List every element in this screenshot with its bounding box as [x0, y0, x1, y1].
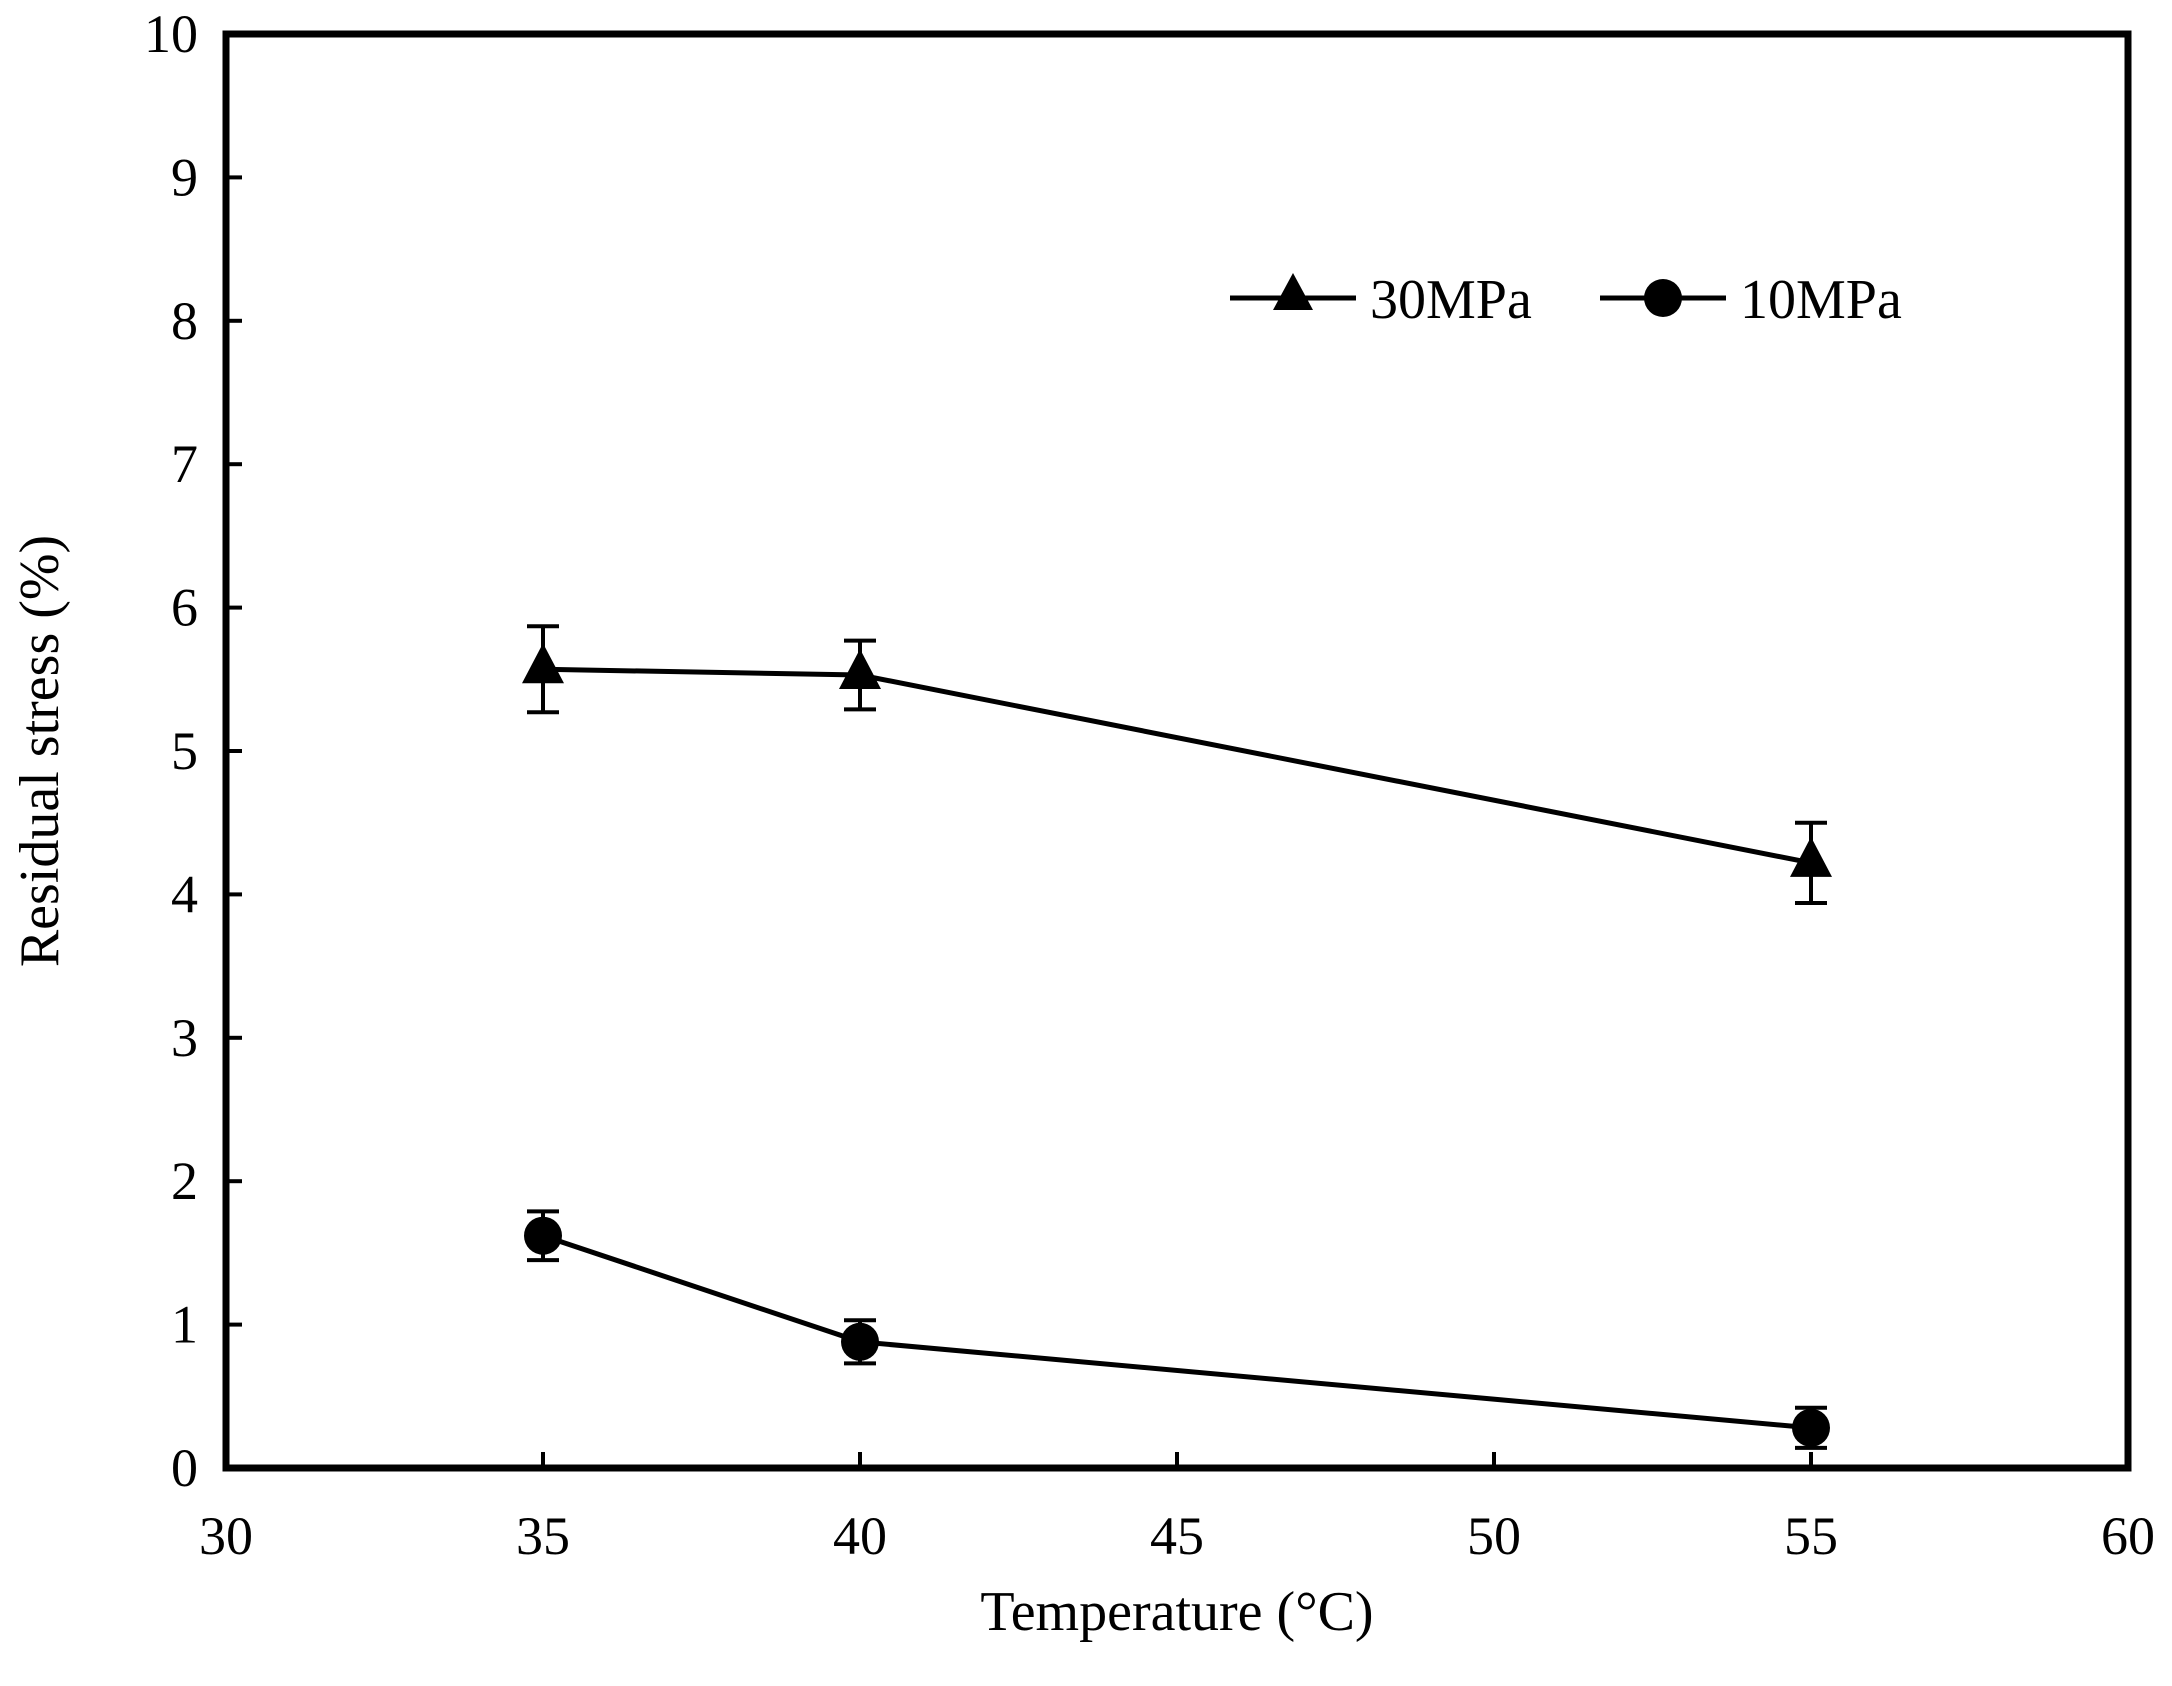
- legend-marker-30mpa: [1273, 273, 1313, 310]
- legend: 30MPa 10MPa: [1230, 269, 1902, 331]
- data-point-10mpa: [841, 1322, 879, 1361]
- y-tick-label: 5: [171, 721, 198, 781]
- legend-marker-10mpa: [1644, 279, 1682, 317]
- y-tick-label: 6: [171, 578, 198, 638]
- data-point-30mpa: [1790, 836, 1832, 877]
- series-layer: [522, 624, 1832, 1450]
- x-tick-label: 35: [516, 1506, 570, 1566]
- x-tick-label: 45: [1150, 1506, 1204, 1566]
- plot-area-frame: [222, 30, 2132, 1472]
- data-point-30mpa: [839, 648, 881, 689]
- data-point-30mpa: [522, 643, 564, 684]
- series-line-10mpa: [542, 1233, 1812, 1431]
- x-axis-title: Temperature (°C): [980, 1581, 1373, 1643]
- y-tick-label: 1: [171, 1295, 198, 1355]
- y-tick-label: 8: [171, 291, 198, 351]
- y-tick-label: 4: [171, 864, 198, 924]
- y-tick-label: 7: [171, 434, 198, 494]
- data-point-10mpa: [524, 1216, 562, 1255]
- y-tick-label: 0: [171, 1438, 198, 1498]
- x-tick-label: 30: [199, 1506, 253, 1566]
- y-tick-label: 10: [144, 4, 198, 64]
- y-tick-label: 3: [171, 1008, 198, 1068]
- x-tick-label: 40: [833, 1506, 887, 1566]
- y-tick-label: 9: [171, 147, 198, 207]
- x-tick-label: 50: [1467, 1506, 1521, 1566]
- legend-label-10mpa: 10MPa: [1740, 269, 1902, 331]
- legend-label-30mpa: 30MPa: [1370, 269, 1532, 331]
- y-axis-title: Residual stress (%): [9, 535, 71, 967]
- series-line-30mpa: [542, 666, 1812, 866]
- data-point-10mpa: [1792, 1408, 1830, 1447]
- y-tick-label: 2: [171, 1151, 198, 1211]
- x-tick-label: 60: [2101, 1506, 2155, 1566]
- x-tick-label: 55: [1784, 1506, 1838, 1566]
